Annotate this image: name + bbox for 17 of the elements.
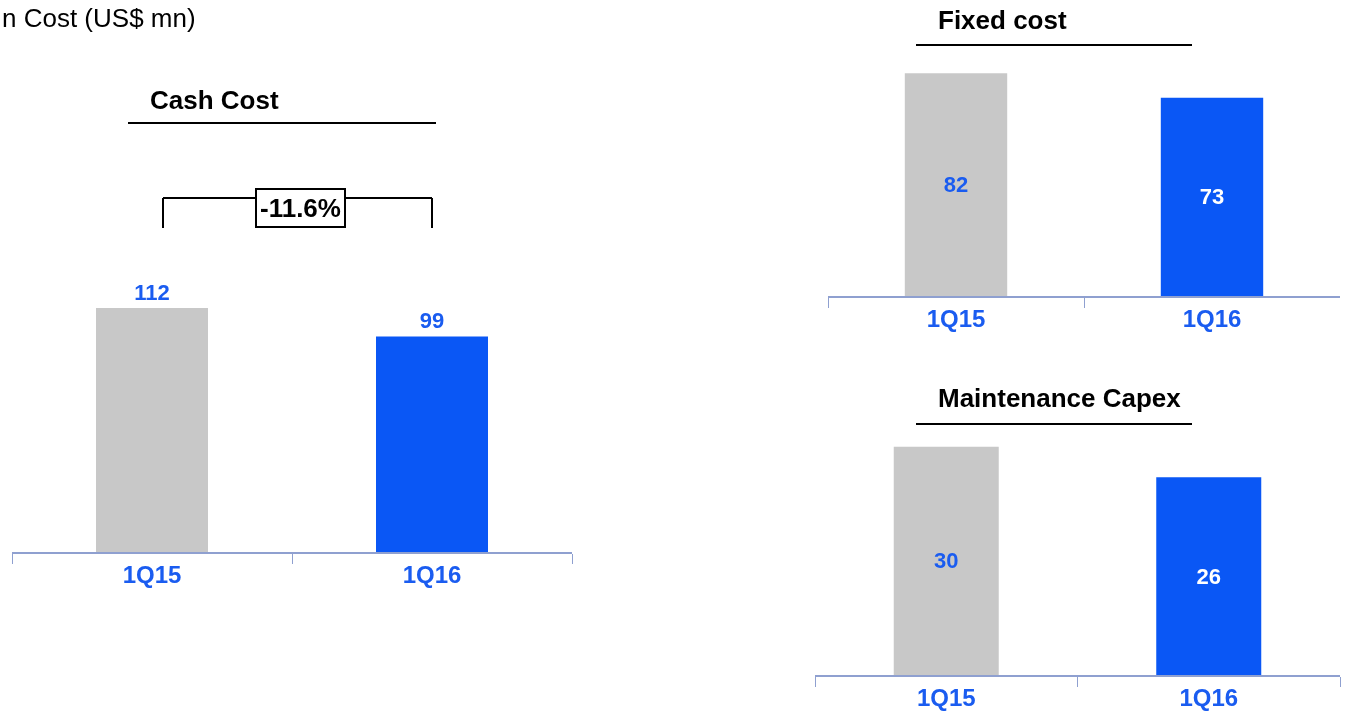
x-tick-label: 1Q15	[926, 304, 986, 332]
text: n Cost (US$ mn)	[2, 3, 196, 33]
chart-title: Maintenance Capex	[938, 383, 1182, 413]
x-tick-label: 1Q15	[916, 683, 976, 711]
x-tick-label: 1Q16	[402, 560, 462, 588]
data-label: 112	[134, 280, 170, 306]
data-label: 73	[1199, 184, 1225, 210]
x-tick-label: 1Q16	[1182, 304, 1242, 332]
x-tick-label: 1Q15	[122, 560, 182, 588]
data-label: 26	[1196, 563, 1221, 589]
x-tick-label: 1Q16	[1179, 683, 1239, 711]
text: -11.6%	[260, 193, 341, 223]
chart-title: Cash Cost	[150, 85, 279, 115]
data-label: 30	[934, 548, 959, 574]
data-label: 82	[943, 172, 969, 198]
data-label: 99	[419, 308, 445, 334]
chart-title: Fixed cost	[938, 5, 1067, 35]
